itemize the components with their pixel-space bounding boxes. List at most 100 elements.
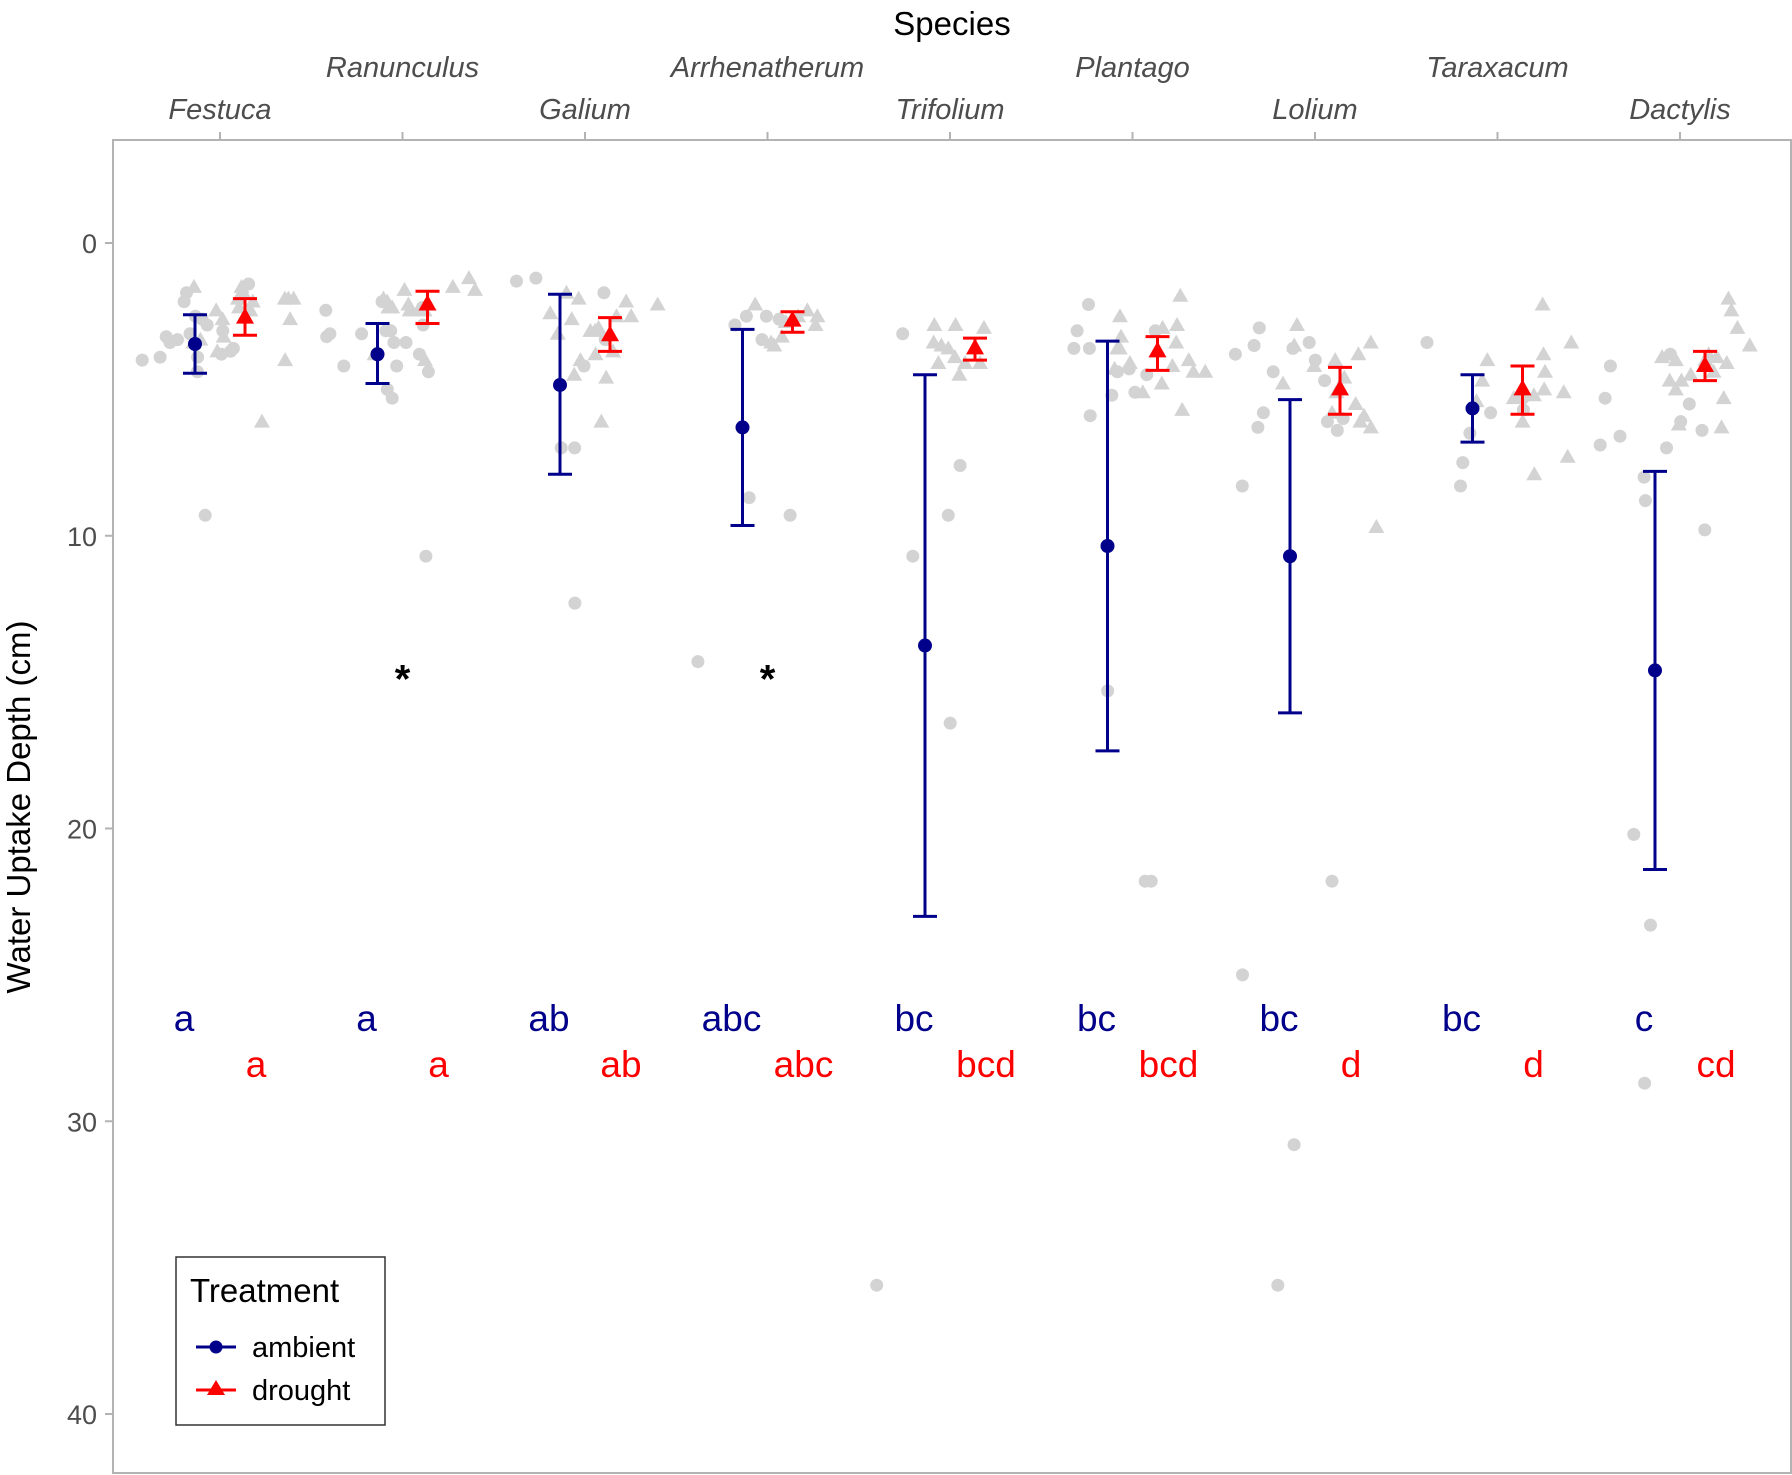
raw-point-drought bbox=[747, 296, 764, 311]
raw-point-ambient bbox=[200, 318, 214, 332]
mean-point-drought-lolium bbox=[1331, 379, 1349, 396]
significance-asterisks: * * bbox=[395, 657, 776, 701]
mean-point-ambient-ranunculus bbox=[370, 347, 385, 362]
mean-point-ambient-arrhenatherum bbox=[735, 420, 750, 435]
letter-drought-galium: ab bbox=[600, 1044, 641, 1085]
raw-point-drought bbox=[1306, 357, 1323, 372]
x-tick-label-taraxacum: Taraxacum bbox=[1426, 52, 1568, 84]
raw-point-ambient bbox=[1271, 1278, 1285, 1292]
raw-point-drought bbox=[1673, 372, 1690, 387]
raw-point-ambient bbox=[1247, 339, 1261, 352]
raw-point-drought bbox=[598, 369, 615, 384]
raw-point-ambient bbox=[1603, 359, 1617, 373]
letter-ambient-ranunculus: a bbox=[356, 998, 377, 1039]
raw-point-drought bbox=[1134, 384, 1151, 399]
mean-point-ambient-taraxacum bbox=[1465, 401, 1480, 416]
raw-point-drought bbox=[956, 355, 973, 370]
raw-point-ambient bbox=[355, 327, 369, 341]
mean-point-drought-dactylis bbox=[1696, 355, 1714, 372]
raw-point-drought bbox=[1705, 363, 1722, 378]
raw-point-drought bbox=[542, 305, 559, 320]
raw-point-drought bbox=[244, 293, 261, 308]
x-tick-label-ranunculus: Ranunculus bbox=[326, 52, 479, 84]
raw-point-ambient bbox=[1598, 391, 1612, 405]
raw-point-ambient bbox=[529, 271, 543, 285]
raw-point-drought bbox=[809, 308, 826, 323]
x-tick-label-galium: Galium bbox=[539, 94, 631, 126]
raw-point-ambient bbox=[1083, 409, 1097, 423]
raw-point-drought bbox=[1197, 363, 1214, 378]
raw-point-ambient bbox=[153, 350, 167, 364]
letter-drought-arrhenatherum: abc bbox=[774, 1044, 834, 1085]
raw-point-drought bbox=[460, 270, 477, 285]
raw-point-drought bbox=[1327, 352, 1344, 367]
raw-point-drought bbox=[375, 290, 392, 305]
mean-point-ambient-galium bbox=[553, 377, 567, 392]
y-tick-label: 20 bbox=[67, 815, 97, 845]
letter-ambient-trifolium: bc bbox=[894, 998, 933, 1039]
raw-point-ambient bbox=[1228, 347, 1242, 361]
raw-point-drought bbox=[1274, 375, 1291, 390]
raw-point-drought bbox=[1289, 316, 1306, 331]
raw-point-drought bbox=[1741, 337, 1758, 352]
raw-point-ambient bbox=[399, 336, 413, 349]
legend-item-ambient[interactable]: ambient bbox=[196, 1332, 355, 1364]
raw-point-ambient bbox=[226, 341, 240, 355]
raw-point-drought bbox=[1723, 302, 1740, 317]
legend-item-drought[interactable]: drought bbox=[196, 1375, 350, 1407]
raw-point-ambient bbox=[1144, 874, 1158, 888]
asterisk-arrhenatherum: * bbox=[760, 657, 776, 701]
raw-point-ambient bbox=[1698, 523, 1712, 537]
raw-point-drought bbox=[209, 343, 226, 358]
raw-point-drought bbox=[253, 413, 270, 428]
raw-point-drought bbox=[285, 290, 302, 305]
raw-point-drought bbox=[773, 328, 790, 343]
raw-point-ambient bbox=[870, 1278, 884, 1292]
raw-point-ambient bbox=[319, 303, 333, 317]
raw-point-drought bbox=[1350, 346, 1367, 361]
raw-point-ambient bbox=[171, 333, 184, 347]
raw-point-drought bbox=[1169, 316, 1186, 331]
raw-point-drought bbox=[1172, 287, 1189, 302]
raw-point-drought bbox=[946, 349, 963, 364]
letter-drought-plantago: bcd bbox=[1139, 1044, 1199, 1085]
raw-point-ambient bbox=[783, 508, 797, 522]
raw-point-ambient bbox=[1266, 365, 1280, 379]
raw-point-drought bbox=[400, 296, 417, 311]
raw-point-ambient bbox=[1067, 341, 1081, 355]
letter-ambient-galium: ab bbox=[528, 998, 569, 1039]
raw-point-drought bbox=[282, 311, 299, 326]
legend-ambient-circle-icon bbox=[209, 1340, 223, 1354]
raw-point-drought bbox=[563, 311, 580, 326]
letter-ambient-arrhenatherum: abc bbox=[702, 998, 762, 1039]
mean-point-drought-trifolium bbox=[966, 338, 984, 355]
raw-point-drought bbox=[277, 352, 294, 367]
summary-points bbox=[183, 289, 1717, 918]
letter-ambient-lolium: bc bbox=[1259, 998, 1298, 1039]
raw-point-ambient bbox=[1236, 968, 1249, 982]
raw-point-drought bbox=[1563, 334, 1580, 349]
raw-point-drought bbox=[1729, 319, 1746, 334]
raw-point-ambient bbox=[1235, 479, 1249, 493]
raw-point-ambient bbox=[337, 359, 351, 373]
raw-point-ambient bbox=[1638, 1076, 1652, 1090]
raw-point-drought bbox=[185, 278, 202, 293]
mean-point-drought-plantago bbox=[1148, 341, 1167, 358]
raw-point-ambient bbox=[1593, 438, 1607, 452]
raw-point-drought bbox=[1185, 363, 1202, 378]
mean-point-ambient-trifolium bbox=[918, 638, 932, 653]
raw-point-drought bbox=[1670, 416, 1687, 431]
raw-point-ambient bbox=[1082, 341, 1096, 355]
raw-point-drought bbox=[1474, 372, 1491, 387]
x-tick-label-lolium: Lolium bbox=[1272, 94, 1357, 126]
raw-point-ambient bbox=[1251, 420, 1265, 434]
raw-point-drought bbox=[380, 299, 397, 314]
letter-drought-lolium: d bbox=[1341, 1044, 1362, 1085]
raw-point-drought bbox=[587, 322, 604, 337]
raw-point-ambient bbox=[1420, 336, 1434, 349]
mean-point-drought-arrhenatherum bbox=[783, 310, 802, 327]
raw-point-drought bbox=[417, 352, 434, 367]
raw-point-drought bbox=[1164, 357, 1181, 372]
raw-point-ambient bbox=[1325, 874, 1339, 888]
raw-point-drought bbox=[1718, 355, 1735, 370]
